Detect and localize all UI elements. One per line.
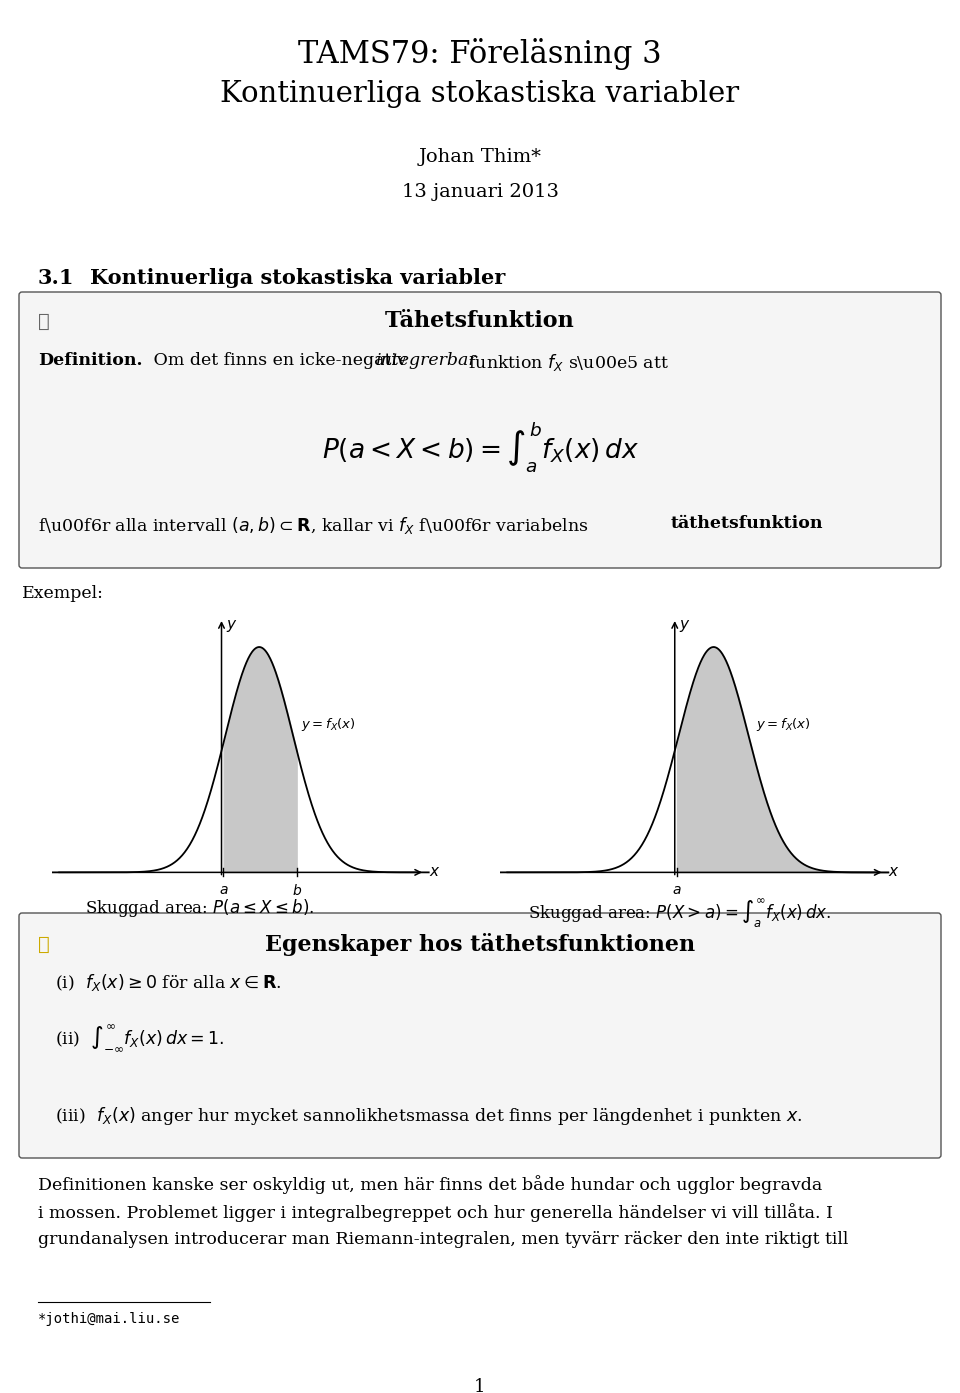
Text: $y=f_X(x)$: $y=f_X(x)$ bbox=[756, 716, 811, 734]
Text: Skuggad area: $P(a \leq X \leq b)$.: Skuggad area: $P(a \leq X \leq b)$. bbox=[85, 897, 315, 919]
Text: Skuggad area: $P(X > a) = \int_a^\infty f_X(x)\,dx$.: Skuggad area: $P(X > a) = \int_a^\infty … bbox=[528, 897, 831, 931]
Text: 13 januari 2013: 13 januari 2013 bbox=[401, 182, 559, 201]
Text: *jothi@mai.liu.se: *jothi@mai.liu.se bbox=[38, 1312, 180, 1326]
Text: i mossen. Problemet ligger i integralbegreppet och hur generella händelser vi vi: i mossen. Problemet ligger i integralbeg… bbox=[38, 1204, 833, 1222]
Text: Johan Thim*: Johan Thim* bbox=[419, 148, 541, 166]
Text: 🖊: 🖊 bbox=[38, 312, 50, 332]
Text: integrerbar: integrerbar bbox=[375, 352, 476, 369]
Text: $y$: $y$ bbox=[680, 618, 691, 634]
Text: $x$: $x$ bbox=[888, 865, 900, 879]
Text: Kontinuerliga stokastiska variabler: Kontinuerliga stokastiska variabler bbox=[90, 267, 505, 288]
FancyBboxPatch shape bbox=[19, 912, 941, 1158]
Text: Definitionen kanske ser oskyldig ut, men här finns det både hundar och ugglor be: Definitionen kanske ser oskyldig ut, men… bbox=[38, 1176, 823, 1194]
Text: $x$: $x$ bbox=[429, 865, 441, 879]
Text: Tähetsfunktion: Tähetsfunktion bbox=[385, 311, 575, 332]
Text: .: . bbox=[800, 515, 805, 532]
Text: 3.1: 3.1 bbox=[38, 267, 75, 288]
Text: Kontinuerliga stokastiska variabler: Kontinuerliga stokastiska variabler bbox=[221, 79, 739, 109]
Text: täthetsfunktion: täthetsfunktion bbox=[671, 515, 824, 532]
Text: grundanalysen introducerar man Riemann-integralen, men tyvärr räcker den inte ri: grundanalysen introducerar man Riemann-i… bbox=[38, 1231, 849, 1248]
Text: (i)  $f_X(x) \geq 0$ för alla $x \in \mathbf{R}$.: (i) $f_X(x) \geq 0$ för alla $x \in \mat… bbox=[55, 972, 281, 993]
Text: f\u00f6r alla intervall $(a, b) \subset \mathbf{R}$, kallar vi $f_X$ f\u00f6r va: f\u00f6r alla intervall $(a, b) \subset … bbox=[38, 515, 589, 536]
FancyBboxPatch shape bbox=[19, 293, 941, 568]
Text: 📖: 📖 bbox=[38, 935, 50, 954]
Text: 1: 1 bbox=[474, 1378, 486, 1393]
Text: $b$: $b$ bbox=[292, 883, 302, 897]
Text: TAMS79: Föreläsning 3: TAMS79: Föreläsning 3 bbox=[299, 38, 661, 70]
Text: Exempel:: Exempel: bbox=[22, 585, 104, 602]
Text: $P(a < X < b) = \int_a^b f_X(x)\,dx$: $P(a < X < b) = \int_a^b f_X(x)\,dx$ bbox=[322, 421, 638, 474]
Text: $y=f_X(x)$: $y=f_X(x)$ bbox=[300, 716, 355, 734]
Text: funktion $f_X$ s\u00e5 att: funktion $f_X$ s\u00e5 att bbox=[463, 352, 669, 373]
Text: $a$: $a$ bbox=[219, 883, 228, 897]
Text: $a$: $a$ bbox=[672, 883, 682, 897]
Text: Egenskaper hos täthetsfunktionen: Egenskaper hos täthetsfunktionen bbox=[265, 933, 695, 956]
Text: $y$: $y$ bbox=[226, 618, 238, 634]
Text: Om det finns en icke-negativ: Om det finns en icke-negativ bbox=[148, 352, 412, 369]
Text: (iii)  $f_X(x)$ anger hur mycket sannolikhetsmassa det finns per längdenhet i pu: (iii) $f_X(x)$ anger hur mycket sannolik… bbox=[55, 1105, 803, 1127]
Text: Definition.: Definition. bbox=[38, 352, 142, 369]
Text: (ii)  $\int_{-\infty}^{\infty} f_X(x)\,dx = 1.$: (ii) $\int_{-\infty}^{\infty} f_X(x)\,dx… bbox=[55, 1022, 225, 1053]
